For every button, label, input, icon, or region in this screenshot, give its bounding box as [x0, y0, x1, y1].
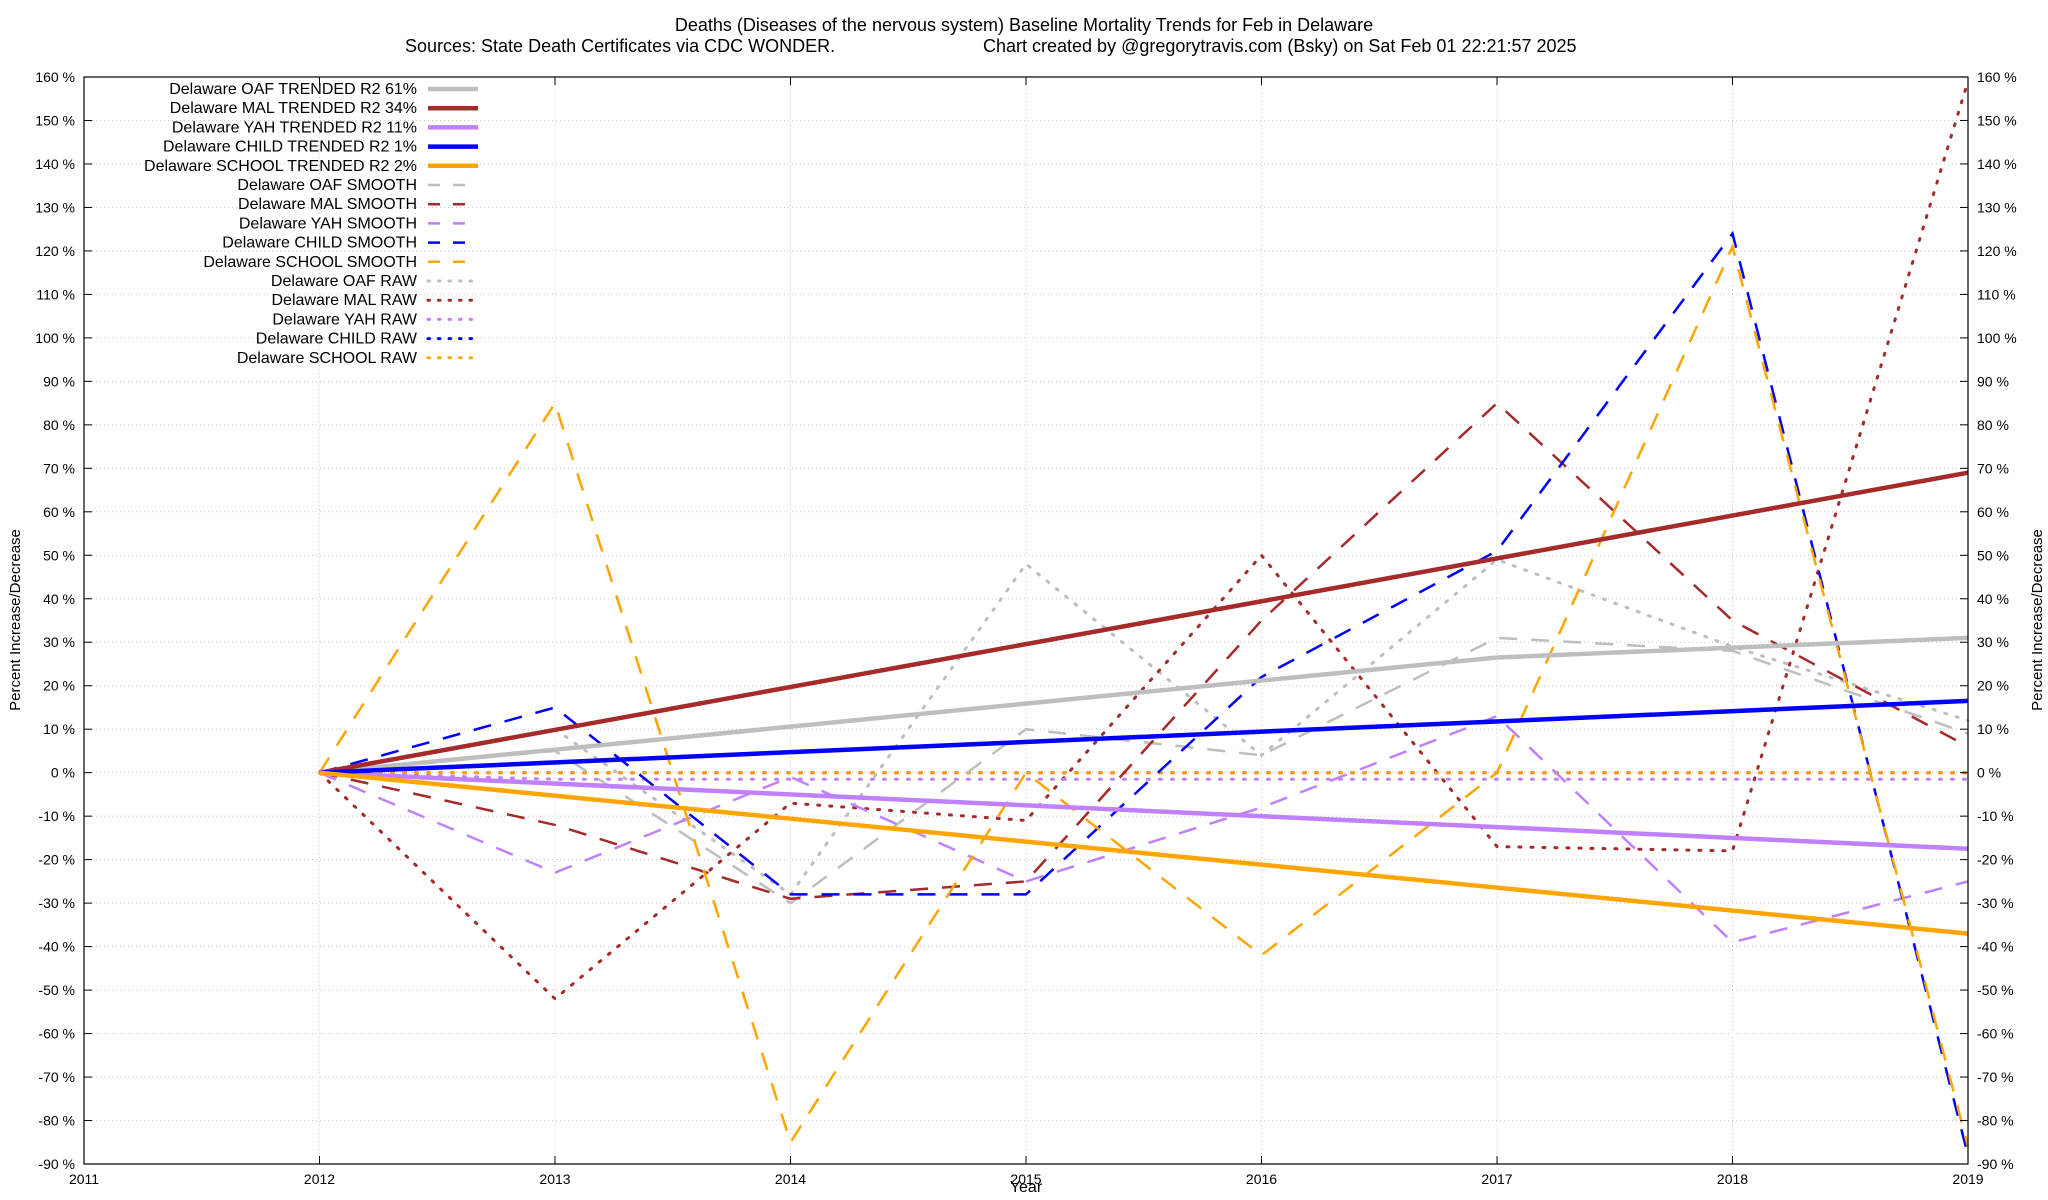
x-axis-label: Year [1010, 1179, 1043, 1196]
y-tick-label-right: -30 % [1977, 895, 2014, 911]
legend-label: Delaware SCHOOL SMOOTH [203, 254, 417, 271]
series-layer [318, 79, 1970, 1156]
y-tick-label-left: 100 % [35, 330, 75, 346]
y-tick-label-left: -70 % [38, 1069, 75, 1085]
y-tick-label-right: 90 % [1977, 373, 2009, 389]
x-tick-label: 2018 [1717, 1171, 1748, 1187]
y-tick-label-left: 150 % [35, 112, 75, 128]
y-tick-label-left: 120 % [35, 243, 75, 259]
y-tick-label-left: 160 % [35, 69, 75, 85]
x-tick-label: 2019 [1952, 1171, 1983, 1187]
y-tick-label-left: -80 % [38, 1113, 75, 1129]
series-line-6 [319, 401, 1969, 901]
y-tick-label-right: 120 % [1977, 243, 2017, 259]
series-line-1 [319, 470, 1969, 775]
y-tick-label-left: 70 % [43, 460, 75, 476]
y-tick-label-left: -20 % [38, 852, 75, 868]
y-tick-label-right: 150 % [1977, 112, 2017, 128]
legend-label: Delaware MAL RAW [271, 292, 417, 309]
legend: Delaware OAF TRENDED R2 61% Delaware MAL … [144, 81, 480, 367]
y-tick-label-right: 160 % [1977, 69, 2017, 85]
y-tick-label-left: 60 % [43, 504, 75, 520]
y-tick-label-left: -40 % [38, 939, 75, 955]
y-tick-label-left: 110 % [36, 286, 75, 302]
y-tick-label-right: -10 % [1977, 808, 2014, 824]
legend-label: Delaware OAF RAW [271, 273, 418, 290]
y-tick-label-left: -90 % [38, 1156, 75, 1172]
legend-label: Delaware YAH TRENDED R2 11% [172, 119, 417, 136]
y-tick-label-right: 50 % [1977, 547, 2009, 563]
y-tick-label-right: 60 % [1977, 504, 2009, 520]
legend-label: Delaware MAL TRENDED R2 34% [170, 100, 417, 117]
legend-label: Delaware SCHOOL RAW [237, 350, 418, 367]
series-line-2 [319, 770, 1969, 852]
series-line-3 [319, 698, 1969, 775]
y-tick-label-right: -50 % [1977, 982, 2014, 998]
x-tick-label: 2014 [775, 1171, 806, 1187]
axis-ticks: 160 % 160 % 150 % 150 % 140 % 140 % 130 % 130 %… [35, 69, 2016, 1187]
y-tick-label-right: 20 % [1977, 678, 2009, 694]
legend-label: Delaware OAF TRENDED R2 61% [169, 81, 417, 98]
legend-label: Delaware CHILD RAW [256, 331, 418, 348]
legend-label: Delaware OAF SMOOTH [237, 177, 417, 194]
y-tick-label-left: -30 % [38, 895, 75, 911]
y-tick-label-right: 0 % [1977, 765, 2001, 781]
y-tick-label-right: 110 % [1977, 286, 2016, 302]
y-tick-label-right: -90 % [1977, 1156, 2014, 1172]
y-tick-label-left: 80 % [43, 417, 75, 433]
series-line-12 [318, 771, 1970, 781]
y-tick-label-left: 30 % [43, 634, 75, 650]
legend-label: Delaware CHILD TRENDED R2 1% [163, 139, 417, 156]
y-tick-label-right: 70 % [1977, 460, 2009, 476]
y-tick-label-right: 40 % [1977, 591, 2009, 607]
y-axis-label-right: Percent Increase/Decrease [2029, 529, 2046, 711]
x-tick-label: 2012 [304, 1171, 335, 1187]
y-tick-label-right: 30 % [1977, 634, 2009, 650]
x-tick-label: 2017 [1481, 1171, 1512, 1187]
series-line-4 [319, 770, 1969, 936]
y-tick-label-left: 90 % [43, 373, 75, 389]
y-tick-label-left: -60 % [38, 1026, 75, 1042]
y-tick-label-right: 130 % [1977, 199, 2017, 215]
y-tick-label-left: 0 % [51, 765, 75, 781]
series-line-0 [319, 635, 1969, 775]
x-tick-label: 2011 [69, 1171, 99, 1187]
chart-subtitle-right: Chart created by @gregorytravis.com (Bsk… [983, 36, 1577, 56]
y-tick-label-left: 140 % [35, 156, 75, 172]
y-tick-label-left: 20 % [43, 678, 75, 694]
x-tick-label: 2015 [1010, 1171, 1041, 1187]
y-tick-label-left: -50 % [38, 982, 75, 998]
series-line-11 [318, 79, 1970, 1001]
x-tick-label: 2013 [539, 1171, 570, 1187]
y-tick-label-right: -40 % [1977, 939, 2014, 955]
y-tick-label-right: -60 % [1977, 1026, 2014, 1042]
legend-label: Delaware YAH SMOOTH [239, 215, 417, 232]
y-tick-label-left: 50 % [43, 547, 75, 563]
legend-label: Delaware SCHOOL TRENDED R2 2% [144, 158, 417, 175]
y-tick-label-left: -10 % [38, 808, 75, 824]
y-tick-label-right: -80 % [1977, 1113, 2014, 1129]
y-axis-label-left: Percent Increase/Decrease [7, 529, 24, 711]
x-tick-label: 2016 [1246, 1171, 1277, 1187]
legend-label: Delaware YAH RAW [272, 311, 418, 328]
series-line-8 [319, 230, 1970, 1156]
y-tick-label-right: -70 % [1977, 1069, 2014, 1085]
y-tick-label-right: 80 % [1977, 417, 2009, 433]
legend-label: Delaware MAL SMOOTH [238, 196, 417, 213]
chart-title: Deaths (Diseases of the nervous system) … [675, 15, 1373, 35]
y-tick-label-right: -20 % [1977, 852, 2014, 868]
y-tick-label-left: 40 % [43, 591, 75, 607]
y-tick-label-left: 130 % [35, 199, 75, 215]
y-tick-label-right: 100 % [1977, 330, 2017, 346]
y-tick-label-right: 140 % [1977, 156, 2017, 172]
y-tick-label-left: 10 % [43, 721, 75, 737]
series-line-10 [318, 557, 1970, 897]
legend-label: Delaware CHILD SMOOTH [222, 235, 417, 252]
series-line-9 [318, 242, 1970, 1147]
y-tick-label-right: 10 % [1977, 721, 2009, 737]
chart-subtitle-left: Sources: State Death Certificates via CD… [405, 36, 835, 56]
